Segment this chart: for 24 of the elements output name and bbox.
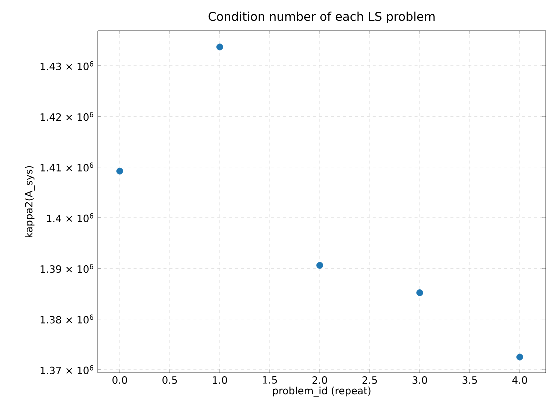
x-tick-label: 0.0	[112, 376, 128, 384]
y-tick-label: 1.42 × 10$^{6}$	[40, 112, 94, 122]
x-axis-title: problem_id (repeat)	[273, 386, 371, 397]
x-tick-label: 1.5	[263, 376, 278, 384]
x-tick-label: 3.0	[412, 376, 428, 384]
chart-title: Condition number of each LS problem	[208, 12, 435, 24]
x-tick-label: 3.5	[462, 376, 478, 384]
x-tick-label: 4.0	[512, 376, 528, 384]
y-tick-label: 1.39 × 10$^{6}$	[40, 264, 94, 274]
point	[216, 44, 224, 51]
y-tick-label: 1.41 × 10$^{6}$	[40, 162, 94, 172]
x-tick-label: 1.0	[213, 376, 228, 384]
y-axis-title: kappa2(A_sys)	[25, 166, 35, 238]
y-tick-label: 1.37 × 10$^{6}$	[40, 365, 94, 374]
point	[516, 354, 524, 361]
point	[416, 290, 424, 296]
x-tick-label: 0.5	[162, 376, 178, 384]
point	[116, 168, 124, 175]
y-tick-label: 1.43 × 10$^{6}$	[40, 61, 94, 70]
x-tick-label: 2.0	[312, 376, 328, 384]
x-tick-label: 2.5	[362, 376, 378, 384]
y-tick-label: 1.38 × 10$^{6}$	[40, 314, 94, 324]
point	[316, 262, 324, 269]
y-tick-label: 1.4 × 10$^{6}$	[47, 213, 94, 222]
